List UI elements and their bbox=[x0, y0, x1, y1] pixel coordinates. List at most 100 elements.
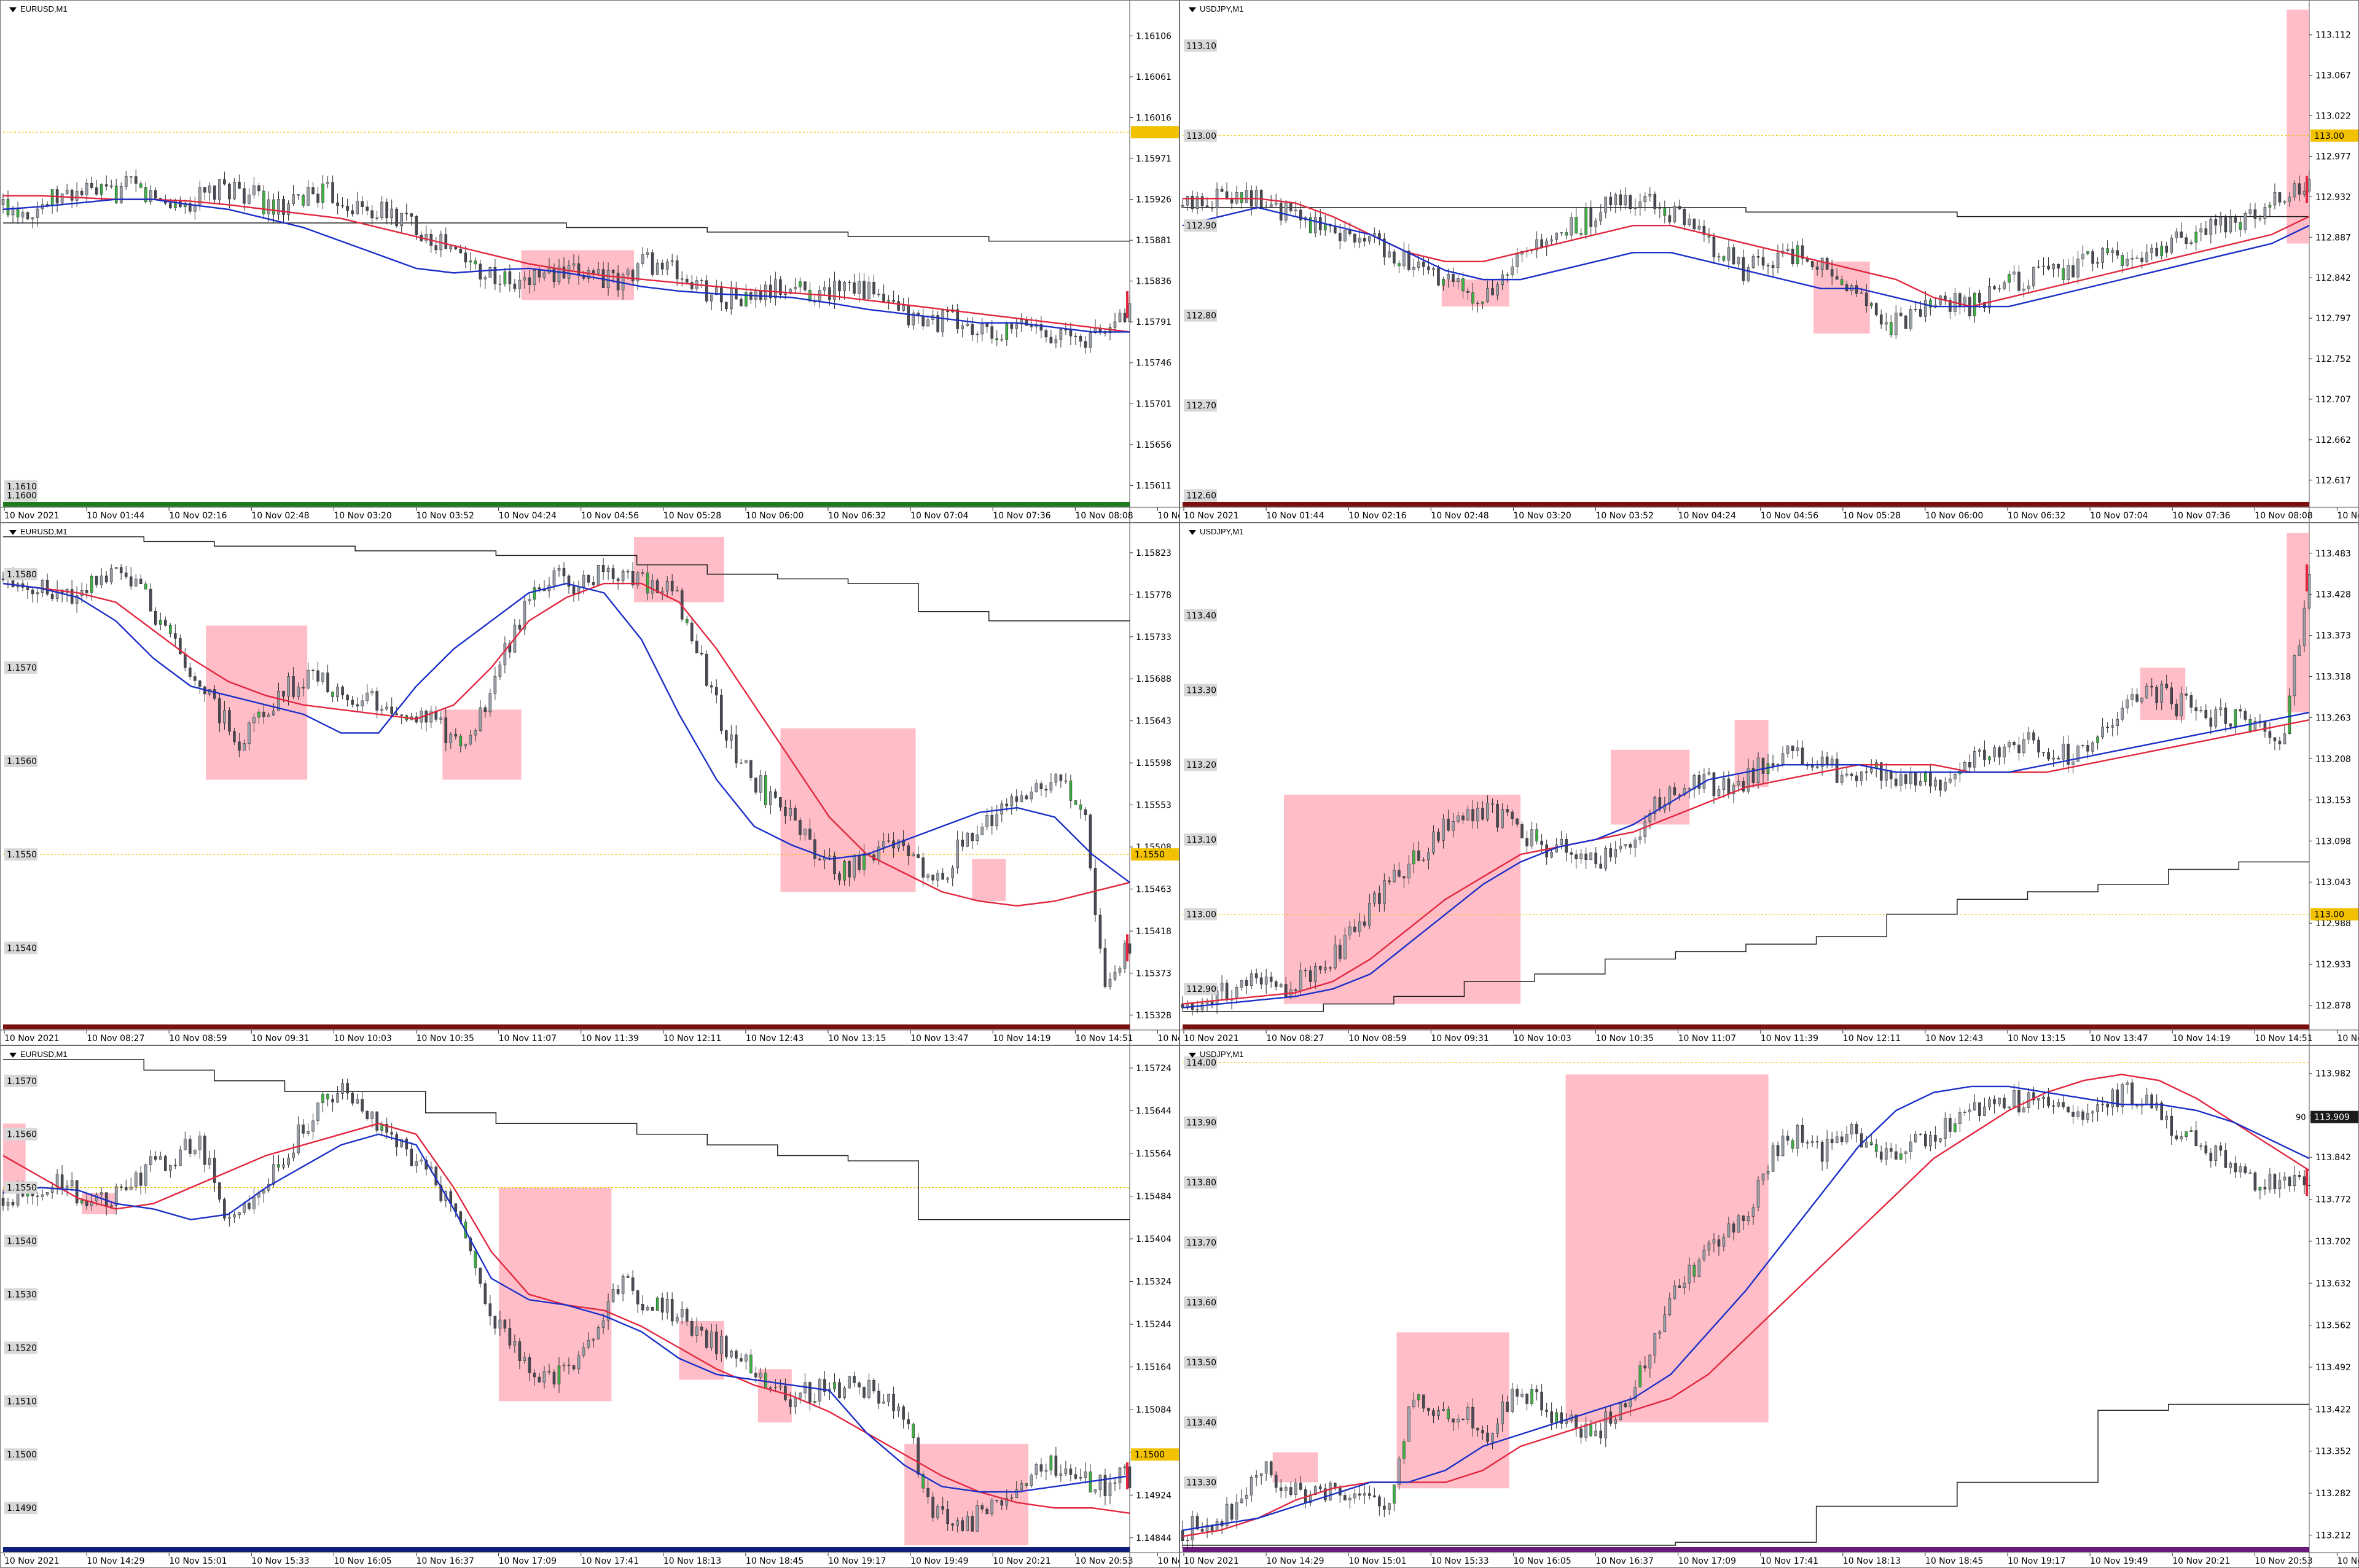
highlight-box[interactable] bbox=[1396, 1332, 1509, 1489]
candle bbox=[1417, 254, 1420, 271]
candle bbox=[1010, 321, 1014, 334]
candle bbox=[1501, 1394, 1504, 1432]
price-label: 112.60 bbox=[1184, 489, 1217, 502]
highlight-box[interactable] bbox=[972, 859, 1006, 902]
candle bbox=[2229, 209, 2232, 234]
chart-panel[interactable]: 1.1570 1.1560 1.1550 1.1540 1.1530 1.1520 1.15… bbox=[0, 1045, 1180, 1568]
candle bbox=[729, 281, 733, 315]
candle bbox=[1383, 873, 1386, 912]
highlight-box[interactable] bbox=[1813, 261, 1870, 334]
symbol-label[interactable]: USDJPY,M1 bbox=[1189, 4, 1243, 14]
chart-panel[interactable]: 114.00 113.90 113.80 113.70 113.60 113.50 113.… bbox=[1180, 1045, 2359, 1568]
candle bbox=[1, 193, 5, 214]
step-line bbox=[3, 536, 1130, 622]
candle bbox=[1707, 1240, 1711, 1256]
candle bbox=[26, 582, 29, 599]
candle bbox=[1575, 1414, 1578, 1437]
candle bbox=[1929, 298, 1932, 316]
candle bbox=[926, 1480, 929, 1504]
highlight-box[interactable] bbox=[1734, 720, 1769, 787]
dropdown-arrow-icon[interactable] bbox=[1189, 529, 1196, 535]
candle bbox=[1015, 1480, 1019, 1499]
candle bbox=[1855, 771, 1858, 787]
symbol-label[interactable]: EURUSD,M1 bbox=[9, 4, 68, 14]
symbol-label[interactable]: EURUSD,M1 bbox=[9, 527, 68, 536]
price-label: 113.50 bbox=[1184, 1356, 1217, 1369]
symbol-label[interactable]: USDJPY,M1 bbox=[1189, 1050, 1243, 1059]
chart-svg[interactable]: 113.40 113.30 113.20 113.10 113.00 112.90 113.… bbox=[1180, 523, 2359, 1045]
highlight-box[interactable] bbox=[2287, 532, 2309, 712]
candle bbox=[1274, 980, 1278, 991]
candle bbox=[1304, 216, 1307, 228]
chart-panel[interactable]: 1.1610 1.1600 1.16106 1.16061 1.16016 1.15971… bbox=[0, 0, 1180, 523]
candle bbox=[759, 770, 762, 801]
candle bbox=[833, 1373, 836, 1392]
candle bbox=[1343, 927, 1347, 960]
candle bbox=[1044, 1464, 1048, 1481]
dropdown-arrow-icon[interactable] bbox=[9, 529, 17, 535]
candle bbox=[872, 1378, 875, 1394]
dropdown-arrow-icon[interactable] bbox=[1189, 7, 1196, 12]
highlight-box[interactable] bbox=[498, 1187, 612, 1402]
candle bbox=[611, 1283, 615, 1303]
candle bbox=[449, 732, 453, 749]
candle bbox=[528, 593, 531, 605]
candle bbox=[1457, 1414, 1460, 1429]
candle bbox=[1118, 966, 1122, 976]
highlight-box[interactable] bbox=[2287, 9, 2309, 244]
candle bbox=[2022, 282, 2025, 298]
ma-red-line bbox=[1182, 719, 2310, 1005]
candle bbox=[700, 1323, 703, 1336]
candle bbox=[1737, 256, 1740, 269]
svg-text:1.1550: 1.1550 bbox=[7, 850, 37, 860]
axis-tick-label: 112.988 bbox=[2315, 919, 2351, 929]
candle bbox=[1796, 739, 1799, 757]
candle bbox=[528, 1353, 531, 1381]
chart-panel[interactable]: 113.10 113.00 112.90 112.80 112.70 112.60 113.… bbox=[1180, 0, 2359, 523]
candle bbox=[1963, 294, 1966, 313]
candle bbox=[1437, 265, 1440, 287]
dropdown-arrow-icon[interactable] bbox=[9, 1052, 17, 1058]
axis-tick-label: 1.14844 bbox=[1136, 1534, 1172, 1543]
candle bbox=[892, 291, 895, 303]
candle bbox=[459, 733, 463, 753]
candle bbox=[1039, 316, 1043, 338]
candle bbox=[562, 1362, 566, 1371]
axis-tick-label: 1.15643 bbox=[1136, 717, 1172, 727]
candle bbox=[1584, 202, 1588, 240]
candle bbox=[1191, 190, 1194, 213]
highlight-box[interactable] bbox=[634, 537, 724, 603]
chart-svg[interactable]: 114.00 113.90 113.80 113.70 113.60 113.50 113.… bbox=[1180, 1046, 2359, 1568]
chart-svg[interactable]: 1.16101.16001.161061.160611.160161.15971… bbox=[1, 1, 1180, 523]
candle bbox=[1820, 1140, 1824, 1171]
candle bbox=[2003, 280, 2006, 291]
candle bbox=[1998, 745, 2001, 765]
candle bbox=[700, 278, 703, 288]
axis-tick-label: 1.15404 bbox=[1136, 1235, 1172, 1244]
candle bbox=[1044, 328, 1048, 343]
candle bbox=[1717, 252, 1721, 262]
highlight-box[interactable] bbox=[1272, 1452, 1318, 1483]
chart-svg[interactable]: 1.1580 1.1570 1.1560 1.1550 1.1540 1.15823 1.1… bbox=[1, 523, 1180, 1045]
candle bbox=[2042, 752, 2045, 757]
symbol-label[interactable]: EURUSD,M1 bbox=[9, 1050, 68, 1059]
candle bbox=[863, 273, 866, 300]
candle bbox=[292, 185, 295, 206]
chart-svg[interactable]: 113.10 113.00 112.90 112.80 112.70 112.60 113.… bbox=[1180, 1, 2359, 523]
highlight-box[interactable] bbox=[1441, 279, 1509, 307]
highlight-box[interactable] bbox=[1565, 1074, 1769, 1422]
symbol-label[interactable]: USDJPY,M1 bbox=[1189, 527, 1243, 536]
axis-tick-label: 112.752 bbox=[2315, 354, 2351, 364]
chart-panel[interactable]: 113.40 113.30 113.20 113.10 113.00 112.90 113.… bbox=[1180, 523, 2359, 1045]
chart-svg[interactable]: 1.1570 1.1560 1.1550 1.1540 1.1530 1.1520 1.15… bbox=[1, 1046, 1180, 1568]
candle bbox=[2071, 1105, 2075, 1124]
highlight-box[interactable] bbox=[442, 709, 522, 780]
dropdown-arrow-icon[interactable] bbox=[1189, 1052, 1196, 1058]
highlight-box[interactable] bbox=[1284, 794, 1521, 1004]
chart-panel[interactable]: 1.1580 1.1570 1.1560 1.1550 1.1540 1.15823 1.1… bbox=[0, 523, 1180, 1045]
candle bbox=[2273, 737, 2277, 751]
price-label: 113.40 bbox=[1184, 609, 1217, 622]
candle bbox=[1259, 1473, 1263, 1485]
dropdown-arrow-icon[interactable] bbox=[9, 7, 17, 12]
candle bbox=[2081, 1109, 2084, 1126]
